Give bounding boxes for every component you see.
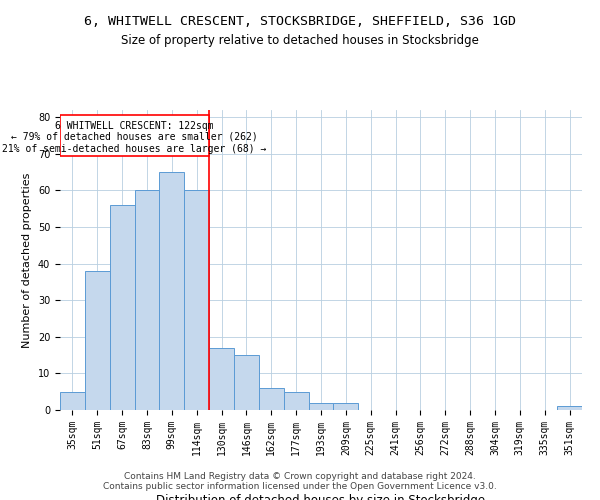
Bar (557, 406, 582, 410)
Bar (234, 355, 259, 410)
X-axis label: Distribution of detached houses by size in Stocksbridge: Distribution of detached houses by size … (157, 494, 485, 500)
Bar (184, 190, 209, 410)
Bar (259, 388, 284, 410)
Text: 6 WHITWELL CRESCENT: 122sqm: 6 WHITWELL CRESCENT: 122sqm (55, 121, 214, 131)
Bar (85, 271, 110, 410)
Bar (60, 116, 209, 156)
Bar (284, 392, 308, 410)
Text: ← 79% of detached houses are smaller (262): ← 79% of detached houses are smaller (26… (11, 132, 258, 142)
Text: Contains HM Land Registry data © Crown copyright and database right 2024.: Contains HM Land Registry data © Crown c… (124, 472, 476, 481)
Bar (134, 190, 160, 410)
Text: Contains public sector information licensed under the Open Government Licence v3: Contains public sector information licen… (103, 482, 497, 491)
Text: 6, WHITWELL CRESCENT, STOCKSBRIDGE, SHEFFIELD, S36 1GD: 6, WHITWELL CRESCENT, STOCKSBRIDGE, SHEF… (84, 15, 516, 28)
Bar (308, 402, 334, 410)
Bar (110, 205, 134, 410)
Y-axis label: Number of detached properties: Number of detached properties (22, 172, 32, 348)
Bar (60, 392, 85, 410)
Text: Size of property relative to detached houses in Stocksbridge: Size of property relative to detached ho… (121, 34, 479, 47)
Text: 21% of semi-detached houses are larger (68) →: 21% of semi-detached houses are larger (… (2, 144, 267, 154)
Bar (209, 348, 234, 410)
Bar (160, 172, 184, 410)
Bar (334, 402, 358, 410)
